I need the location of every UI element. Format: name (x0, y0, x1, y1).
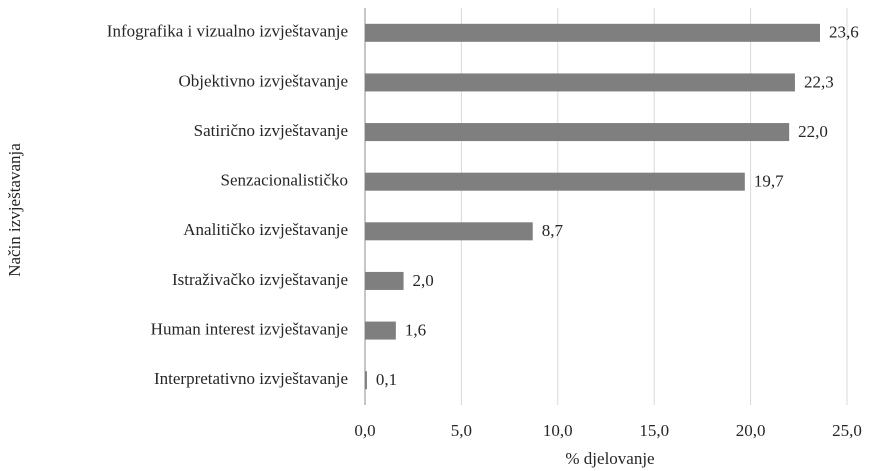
bar (365, 123, 790, 142)
x-tick-label: 0,0 (354, 421, 375, 440)
y-axis-label: Način izvještavanja (5, 143, 24, 277)
y-tick-label: Interpretativno izvještavanje (154, 369, 348, 388)
x-axis-label: % djelovanje (565, 449, 654, 468)
y-tick-label: Analitičko izvještavanje (183, 220, 348, 239)
y-tick-label: Senzacionalističko (221, 171, 348, 190)
bar (365, 371, 367, 390)
bar (365, 271, 404, 290)
bar (365, 222, 533, 241)
y-tick-label: Istraživačko izvještavanje (172, 270, 348, 289)
y-tick-label: Infografika i vizualno izvještavanje (107, 22, 348, 41)
y-tick-label: Objektivno izvještavanje (179, 71, 348, 90)
data-label: 22,3 (804, 72, 834, 91)
bar (365, 73, 795, 92)
data-label: 8,7 (542, 221, 564, 240)
x-tick-label: 25,0 (832, 421, 862, 440)
bar (365, 23, 821, 42)
y-tick-label: Human interest izvještavanje (151, 319, 348, 338)
x-tick-label: 20,0 (736, 421, 766, 440)
bar (365, 321, 396, 340)
data-label: 1,6 (405, 320, 426, 339)
y-tick-label: Satirično izvještavanje (194, 121, 348, 140)
x-tick-label: 15,0 (639, 421, 669, 440)
data-label: 0,1 (376, 370, 397, 389)
x-tick-label: 5,0 (451, 421, 472, 440)
data-label: 22,0 (798, 122, 828, 141)
bar (365, 172, 745, 191)
data-label: 23,6 (829, 23, 859, 42)
data-label: 19,7 (754, 172, 784, 191)
data-label: 2,0 (413, 271, 434, 290)
x-tick-label: 10,0 (543, 421, 573, 440)
